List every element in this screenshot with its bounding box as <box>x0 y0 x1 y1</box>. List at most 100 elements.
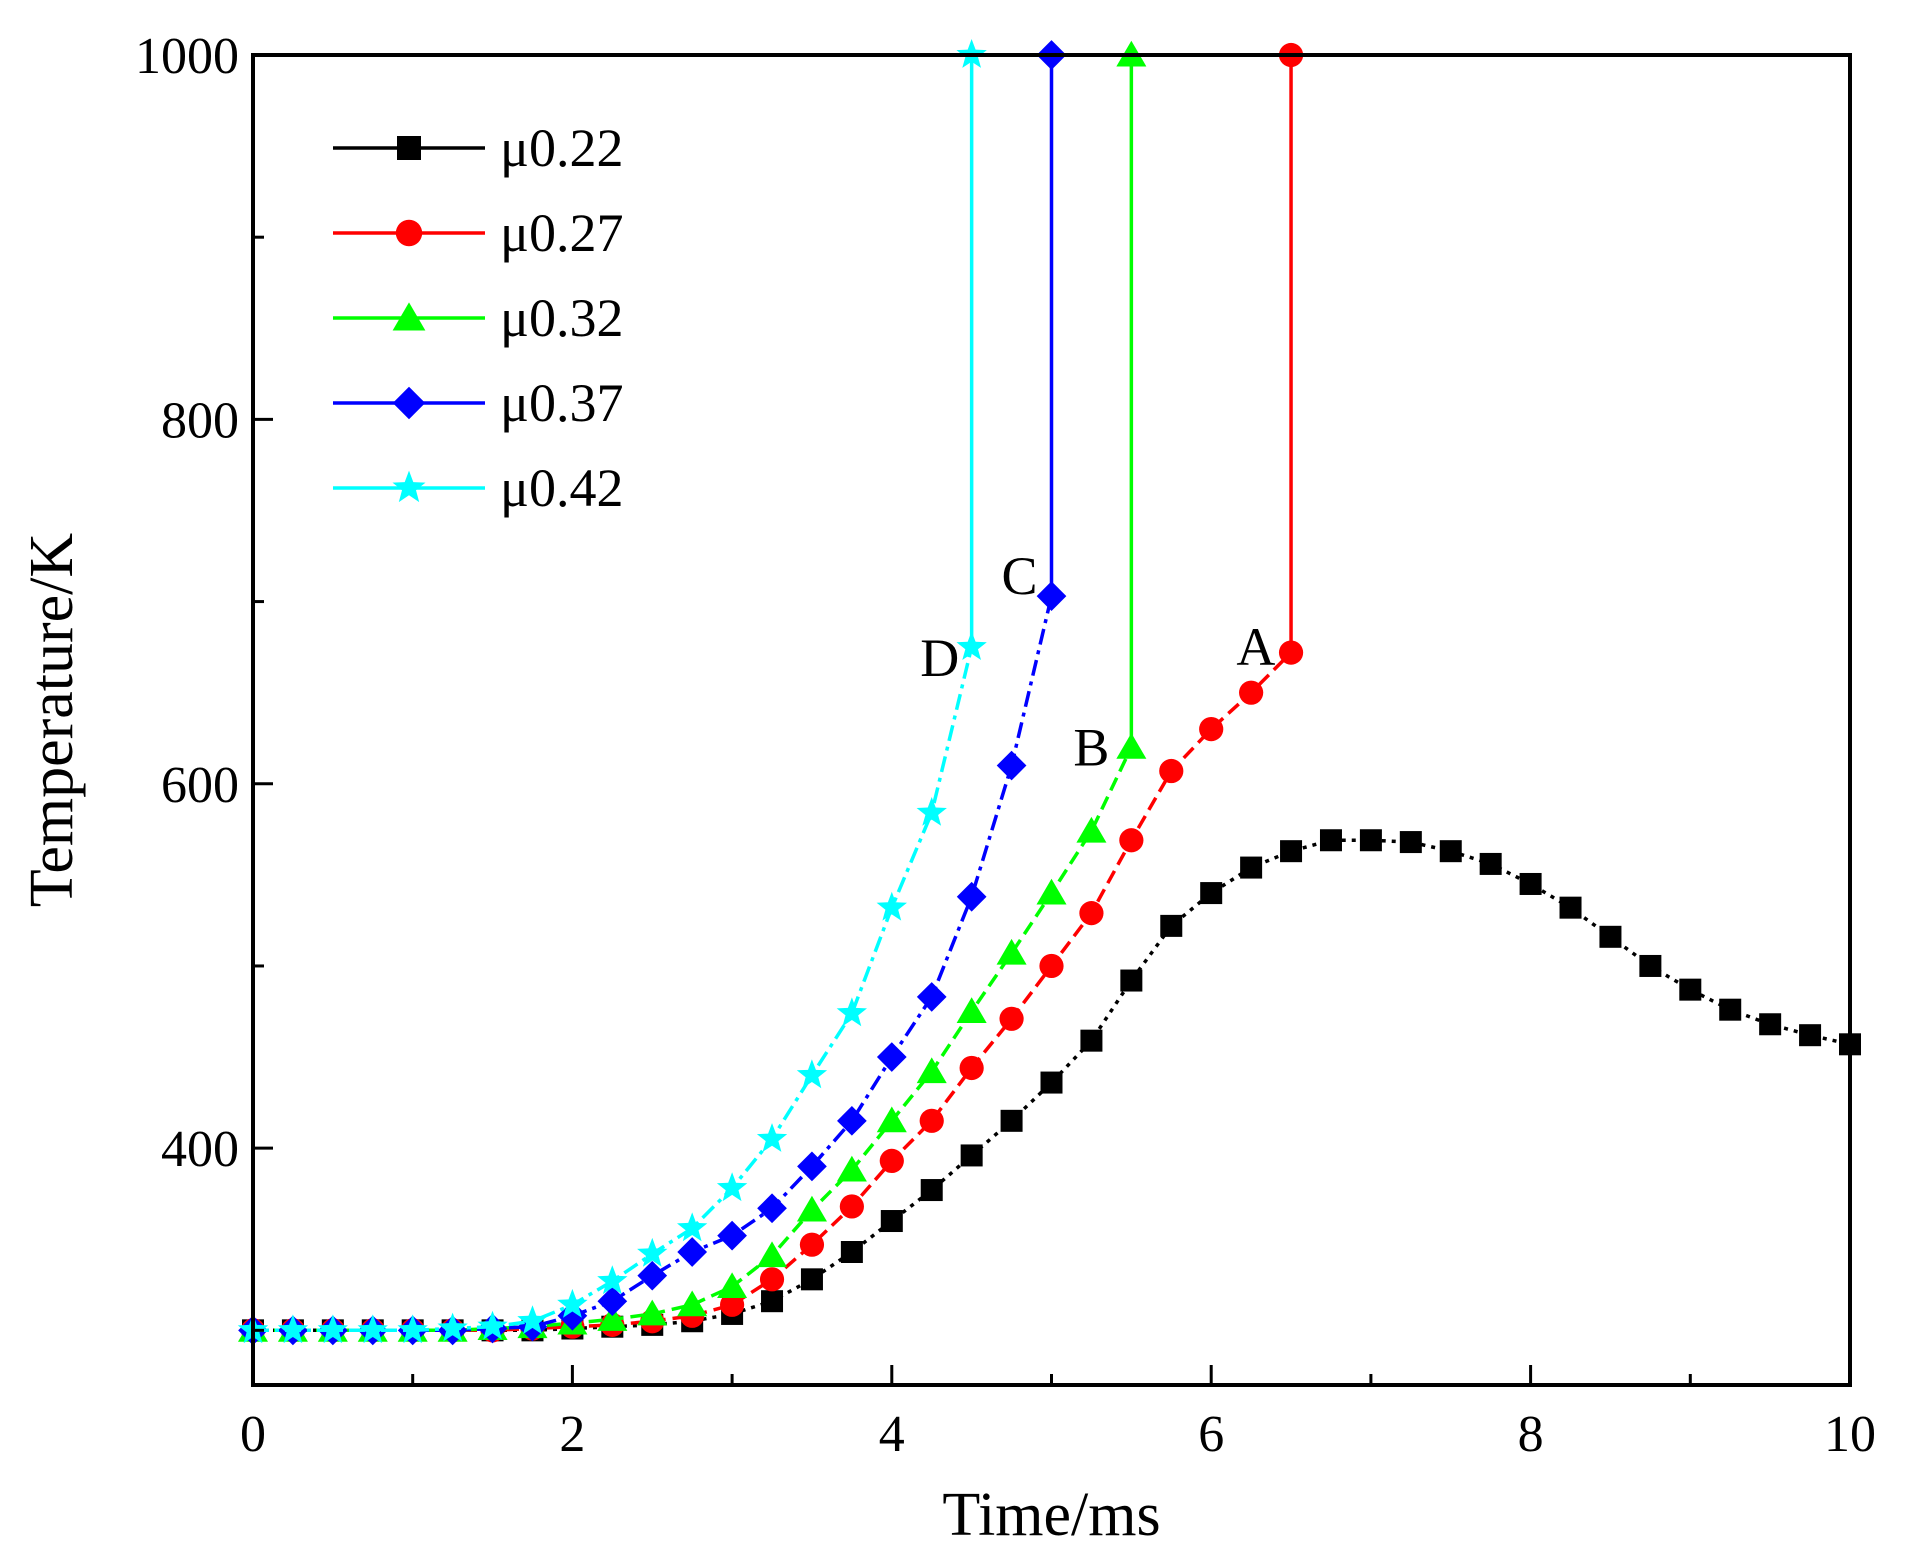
data-point <box>637 1237 668 1267</box>
legend: μ0.22 μ0.27 μ0.32 μ0.37 μ0.42 <box>333 118 623 518</box>
data-point <box>437 1312 468 1342</box>
legend-item: μ0.42 <box>333 458 623 518</box>
legend-marker <box>395 219 423 247</box>
data-point <box>1000 1109 1023 1132</box>
data-point <box>800 1268 823 1291</box>
y-tick-label: 1000 <box>135 28 239 85</box>
data-point <box>836 997 867 1027</box>
data-point <box>996 938 1027 965</box>
data-point <box>1200 882 1223 905</box>
legend-label: μ0.37 <box>500 373 623 433</box>
annotation-C: C <box>1002 546 1038 606</box>
data-point <box>1199 717 1224 742</box>
series-μ0.37 <box>238 40 1067 1346</box>
legend-marker <box>392 470 426 503</box>
x-tick-label: 0 <box>240 1406 266 1463</box>
data-point <box>876 1106 907 1133</box>
data-point <box>1040 1071 1063 1094</box>
data-point <box>517 1305 548 1335</box>
data-point <box>916 1057 947 1084</box>
data-point <box>1319 829 1342 852</box>
data-point <box>1116 733 1147 759</box>
data-point <box>1120 969 1143 992</box>
data-point <box>956 997 987 1023</box>
data-point <box>1559 896 1582 919</box>
data-point <box>796 1195 827 1222</box>
data-point <box>1039 953 1064 979</box>
data-point <box>720 1292 745 1317</box>
data-point <box>1080 1029 1103 1052</box>
data-point <box>277 1314 309 1344</box>
legend-item: μ0.22 <box>333 118 623 178</box>
legend-marker <box>392 386 426 420</box>
data-point <box>796 1059 828 1089</box>
x-axis-title: Time/ms <box>942 1481 1160 1549</box>
data-point <box>996 750 1027 781</box>
data-point <box>1278 640 1304 665</box>
y-axis-title: Temperature/K <box>18 533 86 908</box>
data-point <box>597 1265 628 1295</box>
series-line <box>253 595 1054 1333</box>
data-point <box>637 1299 668 1326</box>
data-point <box>397 1314 428 1344</box>
data-point <box>1759 1013 1782 1036</box>
data-point <box>557 1300 588 1331</box>
data-point <box>1079 901 1104 926</box>
data-point <box>1519 872 1542 895</box>
annotation-layer: A B CD <box>920 546 1275 777</box>
legend-marker <box>392 302 426 331</box>
annotation-B: B <box>1073 717 1109 777</box>
series-μ0.32 <box>237 40 1147 1342</box>
data-point <box>916 797 947 826</box>
data-point <box>956 631 987 660</box>
data-point <box>1599 925 1622 948</box>
data-point <box>761 1290 784 1313</box>
legend-item: μ0.32 <box>333 288 623 348</box>
data-point <box>879 1148 904 1174</box>
data-point <box>840 1241 863 1263</box>
legend-label: μ0.42 <box>500 458 623 518</box>
annotation-A: A <box>1236 617 1275 677</box>
data-point <box>1160 914 1183 937</box>
legend-item: μ0.27 <box>333 203 623 263</box>
data-point <box>1076 816 1107 843</box>
data-point <box>1679 978 1702 1001</box>
data-point <box>717 1272 748 1299</box>
data-point <box>477 1310 508 1340</box>
data-point <box>1280 840 1303 863</box>
data-point <box>677 1212 708 1242</box>
data-point <box>960 1144 983 1167</box>
data-point <box>1036 581 1067 611</box>
y-tick-label: 600 <box>161 757 239 814</box>
annotation-D: D <box>920 628 959 688</box>
data-point <box>1359 829 1382 852</box>
data-point <box>597 1286 628 1317</box>
data-point <box>677 1237 708 1267</box>
data-point <box>797 1151 827 1182</box>
series-line <box>253 646 974 1333</box>
data-point <box>759 1267 785 1292</box>
data-point <box>757 1193 787 1224</box>
data-point <box>836 1155 867 1182</box>
data-point <box>956 881 987 912</box>
data-point <box>1799 1024 1822 1047</box>
data-point <box>1399 831 1422 854</box>
data-point <box>1239 680 1264 705</box>
legend-item: μ0.37 <box>333 373 623 433</box>
series-μ0.22 <box>242 829 1861 1342</box>
data-point <box>1639 954 1662 977</box>
data-point <box>1119 828 1144 853</box>
y-tick-label: 800 <box>161 392 239 449</box>
y-tick-label: 400 <box>161 1121 239 1178</box>
data-point <box>999 1006 1024 1031</box>
x-tick-label: 8 <box>1518 1406 1544 1463</box>
data-point <box>916 982 947 1012</box>
data-point <box>557 1288 588 1318</box>
data-point <box>1439 840 1462 863</box>
data-point <box>876 891 907 921</box>
x-tick-label: 2 <box>559 1406 585 1463</box>
data-point <box>1479 852 1502 875</box>
data-point <box>637 1260 668 1291</box>
series-μ0.42 <box>237 39 987 1344</box>
